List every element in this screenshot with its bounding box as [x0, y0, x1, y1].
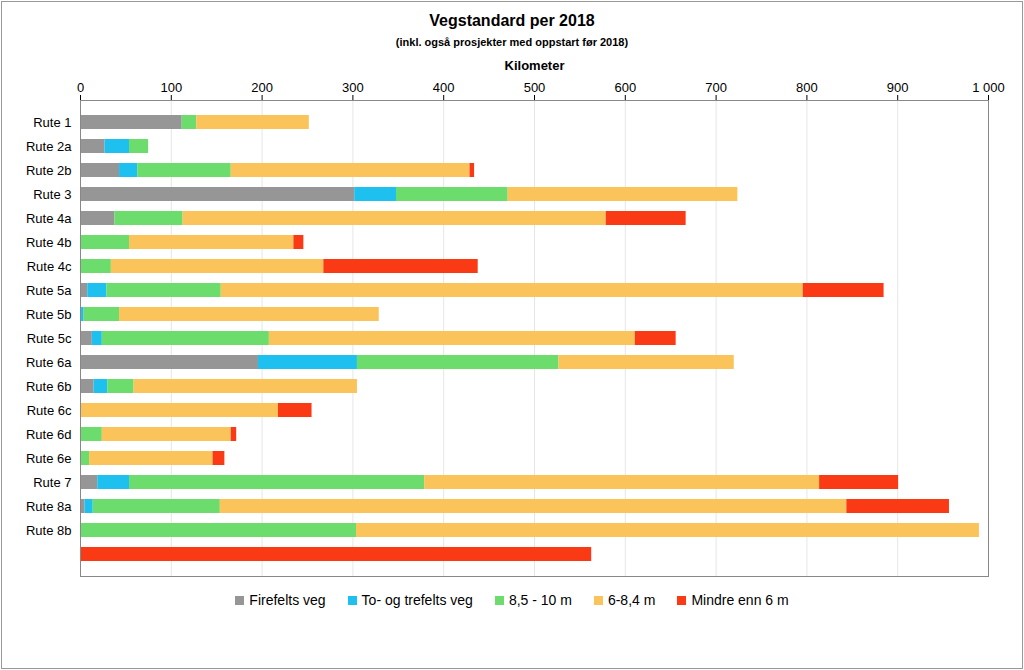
- svg-text:900: 900: [887, 80, 909, 95]
- svg-text:Rute 3: Rute 3: [33, 187, 71, 202]
- svg-text:Rute 8a: Rute 8a: [26, 499, 72, 514]
- html-text:8,5 - 10 m: 8,5 - 10 m: [508, 592, 572, 608]
- svg-text:400: 400: [433, 80, 455, 95]
- svg-text:600: 600: [614, 80, 636, 95]
- svg-text:Rute 5b: Rute 5b: [26, 307, 72, 322]
- svg-text:300: 300: [342, 80, 364, 95]
- svg-text:Rute 6d: Rute 6d: [26, 427, 72, 442]
- svg-text:500: 500: [524, 80, 546, 95]
- svg-text:Rute 2b: Rute 2b: [26, 163, 72, 178]
- svg-text:Rute 7: Rute 7: [33, 475, 71, 490]
- svg-text:200: 200: [251, 80, 273, 95]
- svg-text:Rute 4c: Rute 4c: [27, 259, 72, 274]
- svg-text:0: 0: [77, 80, 84, 95]
- html-text:(inkl. også prosjekter med opp: (inkl. også prosjekter med oppstart før …: [395, 36, 629, 48]
- svg-text:1 000: 1 000: [972, 80, 1005, 95]
- svg-text:Rute 6c: Rute 6c: [27, 403, 72, 418]
- svg-text:Rute 5a: Rute 5a: [26, 283, 72, 298]
- svg-text:Kilometer: Kilometer: [505, 58, 565, 73]
- svg-text:Rute 6b: Rute 6b: [26, 379, 72, 394]
- svg-text:Rute 5c: Rute 5c: [27, 331, 72, 346]
- html-text:Vegstandard per 2018: Vegstandard per 2018: [429, 12, 595, 29]
- svg-text:Rute 8b: Rute 8b: [26, 523, 72, 538]
- html-text:Firefelts veg: Firefelts veg: [249, 592, 326, 608]
- svg-text:800: 800: [796, 80, 818, 95]
- svg-text:Rute 1: Rute 1: [33, 115, 71, 130]
- svg-text:Rute 6a: Rute 6a: [26, 355, 72, 370]
- svg-text:100: 100: [160, 80, 182, 95]
- html-text:To- og trefelts veg: To- og trefelts veg: [361, 592, 473, 608]
- svg-text:Rute 4a: Rute 4a: [26, 211, 72, 226]
- svg-text:Rute 6e: Rute 6e: [26, 451, 72, 466]
- svg-text:Rute 2a: Rute 2a: [26, 139, 72, 154]
- svg-text:Rute 4b: Rute 4b: [26, 235, 72, 250]
- html-text:Mindre enn 6 m: Mindre enn 6 m: [691, 592, 789, 608]
- svg-text:700: 700: [705, 80, 727, 95]
- html-text:6-8,4 m: 6-8,4 m: [607, 592, 656, 608]
